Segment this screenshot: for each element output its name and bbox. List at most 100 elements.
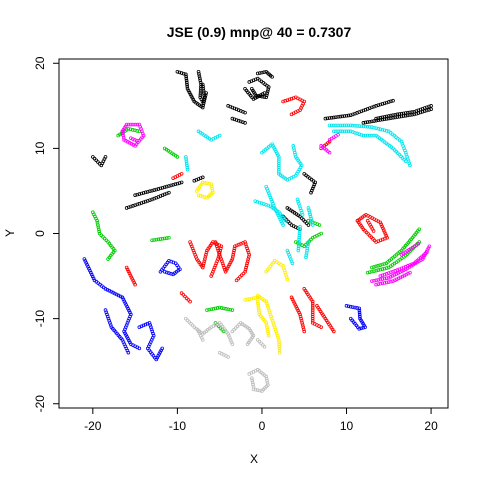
data-point: [351, 112, 355, 117]
data-point: [262, 344, 267, 349]
data-point: [327, 123, 332, 128]
data-point: [387, 271, 391, 275]
data-point: [380, 273, 385, 278]
data-point: [310, 221, 314, 225]
data-point: [126, 350, 131, 355]
data-point: [383, 232, 388, 236]
data-point: [265, 378, 269, 383]
data-point: [363, 133, 368, 138]
data-point: [200, 194, 205, 199]
data-point: [305, 244, 310, 249]
x-tick-label: -20: [84, 419, 102, 433]
data-point: [244, 263, 249, 268]
data-point: [196, 193, 201, 197]
data-point: [262, 95, 266, 99]
data-point: [370, 133, 374, 138]
data-point: [96, 223, 100, 227]
data-point: [255, 295, 260, 300]
data-point: [218, 255, 223, 259]
data-point: [277, 344, 282, 349]
data-point: [220, 259, 224, 263]
data-point: [160, 236, 165, 241]
data-point: [264, 321, 268, 325]
data-point: [135, 138, 139, 143]
data-point: [200, 175, 205, 180]
data-point: [342, 114, 347, 118]
data-point: [162, 270, 167, 274]
data-point: [219, 244, 224, 249]
data-point: [179, 180, 184, 185]
data-point: [253, 387, 258, 392]
data-point: [376, 103, 381, 107]
data-point: [357, 310, 362, 315]
data-point: [257, 308, 261, 312]
data-point: [298, 312, 302, 317]
data-point: [217, 305, 222, 310]
data-point: [230, 255, 235, 259]
data-point: [199, 84, 203, 89]
data-point: [222, 306, 226, 311]
data-point: [380, 102, 385, 106]
data-point: [358, 314, 362, 319]
data-point: [296, 246, 301, 251]
data-point: [199, 82, 203, 87]
data-point: [406, 159, 411, 163]
data-point: [162, 236, 167, 241]
data-point: [382, 266, 387, 271]
data-point: [266, 333, 271, 338]
data-point: [203, 255, 208, 259]
data-point: [262, 91, 267, 95]
data-point: [305, 248, 309, 253]
data-point: [149, 325, 153, 329]
data-point: [276, 335, 280, 340]
data-point: [167, 235, 171, 240]
data-point: [265, 327, 270, 332]
data-point: [277, 169, 281, 174]
data-point: [374, 278, 378, 283]
data-point: [363, 124, 368, 129]
data-point: [266, 85, 271, 89]
data-point: [266, 331, 271, 336]
data-point: [126, 205, 131, 210]
data-point: [181, 71, 186, 76]
data-point: [243, 242, 248, 246]
data-point: [175, 181, 180, 186]
data-point: [382, 115, 387, 119]
data-point: [150, 329, 155, 334]
data-point: [201, 101, 206, 106]
data-point: [171, 183, 175, 187]
data-point: [105, 312, 109, 317]
data-point: [403, 150, 408, 155]
data-point: [150, 238, 154, 243]
data-point: [382, 281, 387, 285]
data-point: [382, 128, 387, 133]
data-point: [277, 342, 281, 346]
data-point: [202, 97, 207, 101]
data-point: [297, 231, 302, 235]
data-point: [226, 307, 230, 312]
data-point: [201, 263, 206, 268]
data-point: [243, 240, 247, 244]
data-point: [336, 123, 340, 128]
data-point: [124, 122, 129, 127]
data-point: [245, 259, 250, 263]
data-point: [269, 314, 273, 319]
data-point: [359, 109, 364, 114]
data-point: [135, 129, 139, 133]
data-point: [351, 130, 355, 134]
data-point: [243, 267, 248, 272]
data-point: [344, 304, 349, 308]
data-point: [148, 323, 152, 327]
data-point: [379, 222, 383, 227]
data-point: [173, 182, 178, 187]
data-point: [260, 70, 264, 75]
data-point: [256, 301, 260, 306]
data-point: [167, 184, 171, 188]
data-point: [376, 278, 381, 282]
data-point: [384, 100, 389, 105]
data-point: [365, 270, 370, 275]
data-point: [310, 312, 315, 317]
data-point: [184, 78, 189, 83]
data-point: [329, 115, 334, 120]
